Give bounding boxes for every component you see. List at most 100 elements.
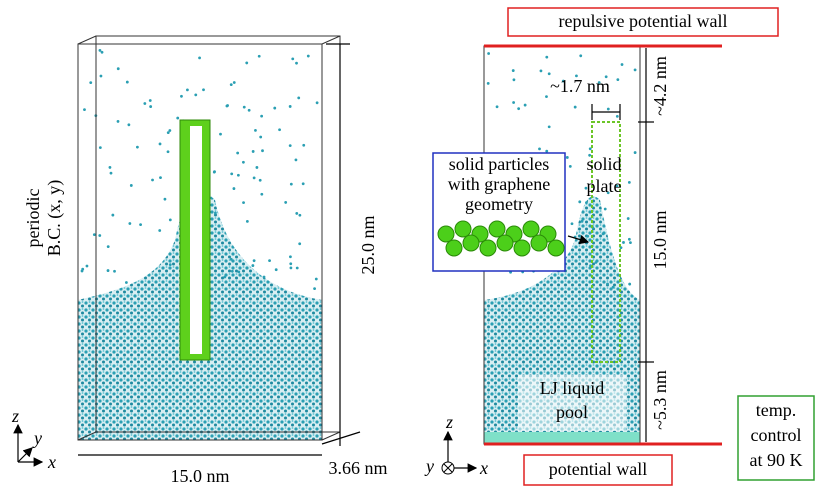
vapor-particle <box>606 107 610 111</box>
vapor-particle <box>288 144 292 147</box>
vapor-particle <box>547 125 551 129</box>
axis-into-page <box>443 463 453 473</box>
vapor-particle <box>288 105 292 108</box>
vapor-particle <box>198 56 201 60</box>
vapor-particle <box>214 211 217 215</box>
vapor-particle <box>627 237 631 241</box>
vapor-particle <box>180 94 183 98</box>
vapor-particle <box>588 153 592 157</box>
vapor-particle <box>313 287 316 290</box>
temp-control-label: control <box>751 425 802 445</box>
vapor-particle <box>268 259 271 263</box>
top-gap-label: ~4.2 nm <box>650 56 670 116</box>
vapor-particle <box>580 219 584 223</box>
vapor-particle <box>273 106 277 110</box>
vapor-particle <box>289 262 293 266</box>
vapor-particle <box>127 123 131 127</box>
vapor-particle <box>314 277 318 281</box>
vapor-particle <box>627 180 631 184</box>
vapor-particle <box>487 52 491 55</box>
vapor-particle <box>251 264 255 267</box>
vapor-particle <box>568 164 572 168</box>
axis-label: y <box>32 428 42 448</box>
vapor-particle <box>584 186 588 190</box>
vapor-particle <box>108 166 112 169</box>
vapor-particle <box>100 50 104 54</box>
vapor-particle <box>168 218 172 222</box>
vapor-particle <box>257 54 261 58</box>
graphene-atom <box>488 220 506 238</box>
vapor-particle <box>298 242 302 246</box>
vapor-particle <box>633 68 637 72</box>
vapor-particle <box>212 170 216 174</box>
vapor-particle <box>149 105 153 108</box>
vapor-particle <box>148 99 152 102</box>
vapor-particle <box>573 105 577 109</box>
vapor-particle <box>194 93 198 97</box>
height-label: 25.0 nm <box>358 215 378 274</box>
vapor-particle <box>578 200 582 204</box>
left-panel: periodic B.C. (x, y) 25.0 nm 15.0 nm 3.6… <box>11 35 388 486</box>
vapor-particle <box>252 259 256 263</box>
bc-label: periodic <box>23 189 43 248</box>
vapor-particle <box>545 55 549 59</box>
graphene-atom <box>437 225 455 243</box>
box-edge <box>77 35 97 45</box>
graphene-atom <box>454 220 472 238</box>
graphene-atom <box>522 220 540 238</box>
top-wall-label: repulsive potential wall <box>559 11 728 31</box>
temp-control-label: temp. <box>756 400 797 420</box>
graphene-atom <box>530 234 548 252</box>
graphene-atom <box>496 234 514 252</box>
vapor-particle <box>570 222 574 226</box>
vapor-particle <box>166 131 170 134</box>
vapor-particle <box>255 166 259 169</box>
depth-label: 3.66 nm <box>328 458 387 478</box>
vapor-particle <box>579 54 583 58</box>
vapor-particle <box>278 128 281 132</box>
vapor-particle <box>89 81 93 85</box>
vapor-particle <box>106 245 110 249</box>
solid-plate <box>591 121 621 363</box>
plate-gap <box>190 126 202 354</box>
vapor-particle <box>92 233 96 237</box>
vapor-particle <box>545 149 549 153</box>
graphene-atom <box>547 239 565 257</box>
vapor-particle <box>176 116 180 120</box>
vapor-particle <box>247 108 251 112</box>
width-label: 15.0 nm <box>170 466 229 486</box>
vapor-particle <box>232 187 236 190</box>
vapor-particle <box>229 257 233 261</box>
thermostat-layer <box>484 432 640 443</box>
vapor-particle <box>159 176 162 179</box>
axis-arrow <box>17 447 33 463</box>
bc-label: B.C. (x, y) <box>44 180 65 257</box>
temp-control-label: at 90 K <box>750 450 803 470</box>
vapor-particle <box>99 74 103 78</box>
vapor-particle <box>251 150 255 153</box>
vapor-particle <box>585 201 588 205</box>
vapor-particle <box>229 83 233 87</box>
bottom-gap-label: ~5.3 nm <box>650 370 670 430</box>
vapor-particle <box>83 108 86 111</box>
vapor-particle <box>315 101 319 105</box>
vapor-particle <box>512 101 516 104</box>
solid-particles-label: geometry <box>465 194 533 214</box>
graphene-atom <box>513 239 531 257</box>
vapor-particle <box>260 192 264 196</box>
vapor-particle <box>284 201 288 204</box>
vapor-particle <box>626 217 630 220</box>
vapor-particle <box>106 269 110 272</box>
vapor-particle <box>274 268 278 272</box>
dimension-line <box>321 431 361 445</box>
box-front <box>77 43 323 441</box>
vapor-particle <box>139 223 142 227</box>
vapor-particle <box>98 48 102 52</box>
vapor-particle <box>289 255 292 259</box>
vapor-particle <box>586 234 590 238</box>
vapor-particle <box>620 63 624 66</box>
pool-label: pool <box>556 402 588 422</box>
axis-label: z <box>445 412 453 432</box>
label-backdrop <box>518 375 626 431</box>
